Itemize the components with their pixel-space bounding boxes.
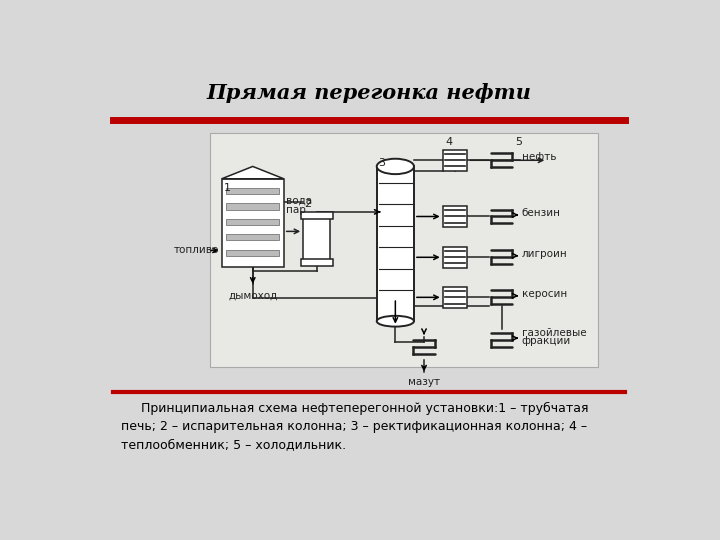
Bar: [443, 206, 467, 227]
Bar: [303, 217, 330, 260]
Text: 4: 4: [446, 137, 453, 147]
Text: Принципиальная схема нефтеперегонной установки:1 – трубчатая
печь; 2 – испарител: Принципиальная схема нефтеперегонной уст…: [121, 402, 588, 451]
Text: лигроин: лигроин: [522, 249, 567, 259]
Text: дымоход: дымоход: [228, 291, 277, 300]
Text: керосин: керосин: [522, 289, 567, 299]
Bar: [226, 219, 279, 225]
Bar: [377, 166, 414, 321]
Text: фракции: фракции: [522, 336, 571, 346]
Bar: [443, 247, 467, 268]
Polygon shape: [222, 166, 284, 179]
Bar: [222, 179, 284, 267]
Text: 1: 1: [224, 183, 231, 193]
Bar: [301, 212, 333, 219]
Text: 2: 2: [304, 199, 311, 209]
Text: топливо: топливо: [174, 245, 219, 255]
Ellipse shape: [377, 159, 414, 174]
Text: 3: 3: [378, 158, 385, 168]
Bar: [301, 259, 333, 266]
Ellipse shape: [377, 316, 414, 327]
Text: пар: пар: [286, 205, 306, 214]
Bar: [226, 204, 279, 210]
Bar: [226, 249, 279, 256]
Bar: [226, 188, 279, 194]
Bar: [226, 234, 279, 240]
Text: 5: 5: [516, 137, 523, 147]
Text: нефть: нефть: [522, 152, 556, 162]
Text: бензин: бензин: [522, 208, 561, 218]
Bar: [210, 132, 598, 367]
Text: мазут: мазут: [408, 377, 440, 387]
Bar: [443, 150, 467, 171]
Text: Прямая перегонка нефти: Прямая перегонка нефти: [207, 83, 531, 103]
Text: вода: вода: [286, 195, 312, 205]
Text: газойлевые: газойлевые: [522, 328, 586, 338]
Bar: [443, 287, 467, 308]
